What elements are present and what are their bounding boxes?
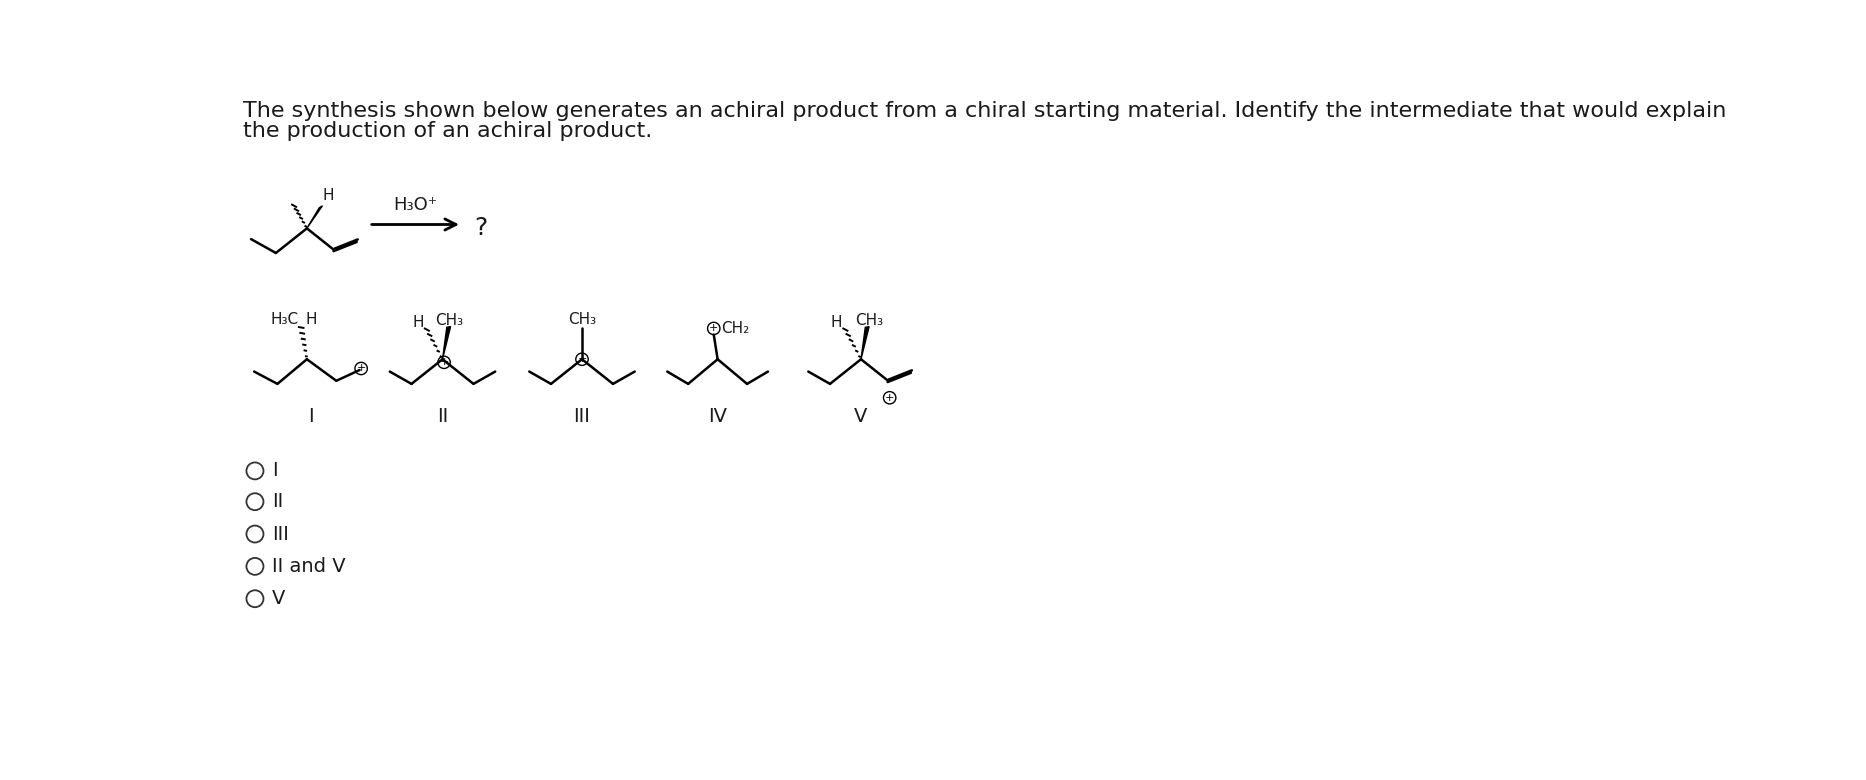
Text: II and V: II and V <box>272 557 345 576</box>
Text: V: V <box>855 407 868 427</box>
Polygon shape <box>306 206 323 229</box>
Text: II: II <box>437 407 448 427</box>
Text: CH₃: CH₃ <box>855 314 883 328</box>
Text: The synthesis shown below generates an achiral product from a chiral starting ma: The synthesis shown below generates an a… <box>243 101 1726 122</box>
Text: V: V <box>272 589 285 608</box>
Text: H: H <box>306 312 317 327</box>
Text: H₃O⁺: H₃O⁺ <box>394 196 437 214</box>
Text: +: + <box>356 363 366 374</box>
Text: +: + <box>709 324 718 334</box>
Text: +: + <box>577 354 586 364</box>
Text: CH₃: CH₃ <box>435 314 463 328</box>
Text: H: H <box>412 315 424 330</box>
Text: III: III <box>272 524 289 544</box>
Text: +: + <box>884 393 894 402</box>
Text: +: + <box>439 357 448 367</box>
Text: IV: IV <box>707 407 728 427</box>
Text: I: I <box>308 407 313 427</box>
Text: H: H <box>830 315 842 330</box>
Text: CH₂: CH₂ <box>722 321 750 336</box>
Text: ?: ? <box>474 215 487 239</box>
Polygon shape <box>442 327 450 360</box>
Text: the production of an achiral product.: the production of an achiral product. <box>243 121 651 140</box>
Text: H₃C: H₃C <box>271 312 299 327</box>
Text: I: I <box>272 462 278 480</box>
Text: II: II <box>272 492 284 511</box>
Text: III: III <box>573 407 590 427</box>
Text: CH₃: CH₃ <box>567 312 595 327</box>
Text: H: H <box>323 188 334 203</box>
Polygon shape <box>860 327 870 360</box>
